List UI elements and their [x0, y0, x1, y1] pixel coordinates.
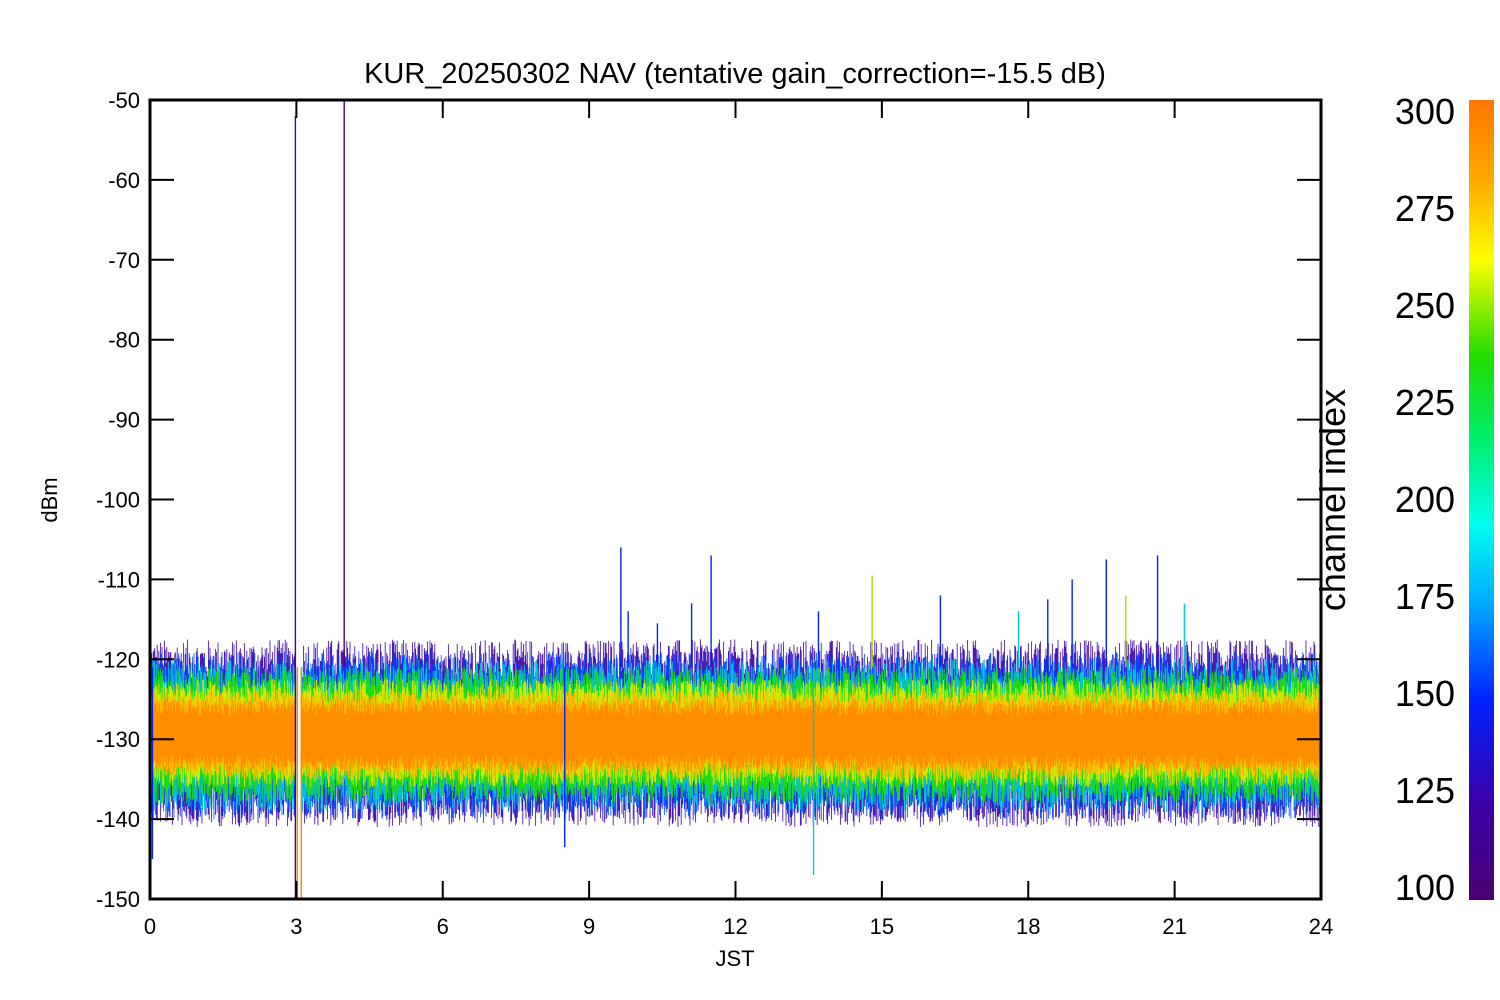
plot-data: [150, 100, 1321, 899]
colorbar-tick-label: 250: [1395, 285, 1455, 326]
x-tick-label: 12: [723, 914, 747, 939]
y-tick-label: -150: [96, 887, 140, 912]
colorbar-tick-label: 225: [1395, 382, 1455, 423]
colorbar-label: channel index: [1312, 389, 1353, 611]
series-band-290-300: [150, 699, 1321, 772]
y-tick-label: -100: [96, 488, 140, 513]
y-tick-label: -60: [108, 168, 140, 193]
colorbar-tick-label: 175: [1395, 576, 1455, 617]
y-tick-label: -120: [96, 647, 140, 672]
x-tick-label: 24: [1309, 914, 1333, 939]
colorbar-tick-label: 125: [1395, 770, 1455, 811]
x-axis-label: JST: [715, 946, 754, 971]
y-tick-label: -80: [108, 328, 140, 353]
y-tick-label: -110: [98, 567, 140, 592]
colorbar-tick-label: 275: [1395, 188, 1455, 229]
y-tick-label: -130: [96, 727, 140, 752]
colorbar-tick-label: 100: [1395, 867, 1455, 908]
axis-ticks: 0 3 6 9 12 15 18 21 24 -50 -60 -70 -80 -90 -100 -110 -12…: [96, 88, 1333, 939]
x-tick-label: 3: [290, 914, 302, 939]
x-tick-label: 15: [870, 914, 894, 939]
y-tick-label: -50: [108, 88, 140, 113]
y-tick-label: -90: [108, 408, 140, 433]
y-tick-label: -70: [108, 248, 140, 273]
chart-title: KUR_20250302 NAV (tentative gain_correct…: [364, 58, 1106, 90]
colorbar-tick-label: 200: [1395, 479, 1455, 520]
x-tick-label: 9: [583, 914, 595, 939]
y-tick-label: -140: [96, 807, 140, 832]
x-tick-label: 0: [144, 914, 156, 939]
y-axis-label: dBm: [37, 477, 62, 522]
colorbar-ticks: 300 275 250 225 200 175 150 125 100: [1395, 91, 1455, 908]
colorbar: [1469, 100, 1494, 900]
x-tick-label: 18: [1016, 914, 1040, 939]
series-band-noise: [150, 699, 1321, 772]
x-tick-label: 21: [1162, 914, 1186, 939]
colorbar-tick-label: 150: [1395, 673, 1455, 714]
colorbar-tick-label: 300: [1395, 91, 1455, 132]
x-tick-label: 6: [437, 914, 449, 939]
